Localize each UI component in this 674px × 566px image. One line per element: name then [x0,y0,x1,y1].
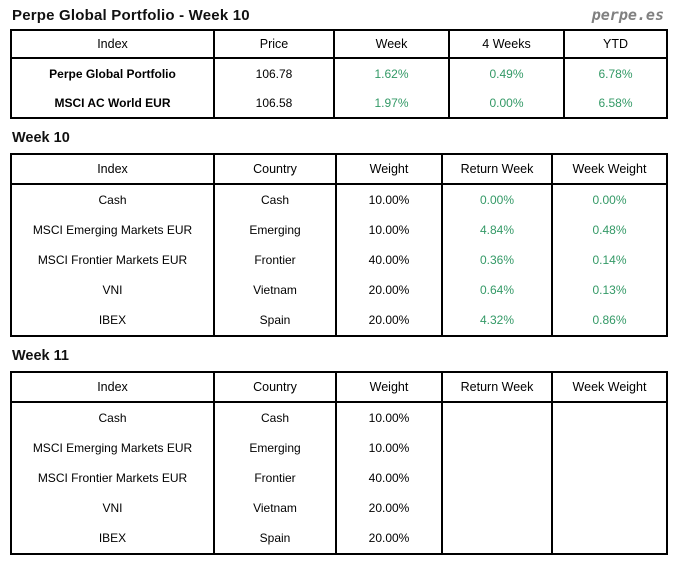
4weeks-return-cell: 0.49% [448,58,565,88]
week-weight-cell [551,402,668,433]
index-cell: Cash [10,184,215,215]
return-week-cell: 4.32% [441,305,553,336]
table-row: VNI Vietnam 20.00% [10,493,668,523]
brand-logo: perpe.es [591,6,664,24]
column-header-return-week: Return Week [441,154,553,185]
table-row: Perpe Global Portfolio 106.78 1.62% 0.49… [10,58,668,88]
country-cell: Frontier [213,245,337,275]
week11-header-row: Index Country Weight Return Week Week We… [10,372,668,403]
table-row: Cash Cash 10.00% 0.00% 0.00% [10,184,668,215]
table-row: MSCI Emerging Markets EUR Emerging 10.00… [10,215,668,245]
week11-allocation-table: Index Country Weight Return Week Week We… [10,371,668,555]
table-row: MSCI Emerging Markets EUR Emerging 10.00… [10,433,668,463]
week-return-cell: 1.62% [333,58,450,88]
index-cell: IBEX [10,523,215,554]
country-cell: Vietnam [213,493,337,523]
column-header-4weeks: 4 Weeks [448,30,565,59]
week-weight-cell [551,463,668,493]
column-header-week-weight: Week Weight [551,372,668,403]
return-week-cell: 0.36% [441,245,553,275]
column-header-index: Index [10,30,215,59]
country-cell: Spain [213,523,337,554]
table-row: IBEX Spain 20.00% [10,523,668,554]
week-return-cell: 1.97% [333,88,450,118]
column-header-weight: Weight [335,372,443,403]
table-row: VNI Vietnam 20.00% 0.64% 0.13% [10,275,668,305]
return-week-cell [441,433,553,463]
table-row: MSCI AC World EUR 106.58 1.97% 0.00% 6.5… [10,88,668,118]
week-weight-cell [551,493,668,523]
column-header-country: Country [213,372,337,403]
column-header-week: Week [333,30,450,59]
summary-header-row: Index Price Week 4 Weeks YTD [10,30,668,59]
index-cell: MSCI Frontier Markets EUR [10,245,215,275]
column-header-index: Index [10,154,215,185]
return-week-cell: 0.00% [441,184,553,215]
column-header-country: Country [213,154,337,185]
return-week-cell [441,402,553,433]
country-cell: Emerging [213,215,337,245]
return-week-cell [441,523,553,554]
week-weight-cell [551,523,668,554]
week-weight-cell: 0.00% [551,184,668,215]
week10-allocation-table: Index Country Weight Return Week Week We… [10,153,668,337]
index-cell: Perpe Global Portfolio [10,58,215,88]
weight-cell: 40.00% [335,463,443,493]
index-cell: MSCI Emerging Markets EUR [10,215,215,245]
column-header-ytd: YTD [563,30,668,59]
column-header-weight: Weight [335,154,443,185]
index-cell: MSCI Frontier Markets EUR [10,463,215,493]
column-header-price: Price [213,30,335,59]
country-cell: Emerging [213,433,337,463]
return-week-cell: 0.64% [441,275,553,305]
weight-cell: 40.00% [335,245,443,275]
table-row: MSCI Frontier Markets EUR Frontier 40.00… [10,245,668,275]
weight-cell: 10.00% [335,184,443,215]
report-header: Perpe Global Portfolio - Week 10 perpe.e… [12,6,664,24]
column-header-return-week: Return Week [441,372,553,403]
ytd-return-cell: 6.58% [563,88,668,118]
return-week-cell [441,463,553,493]
page-title: Perpe Global Portfolio - Week 10 [12,7,250,24]
table-row: MSCI Frontier Markets EUR Frontier 40.00… [10,463,668,493]
4weeks-return-cell: 0.00% [448,88,565,118]
portfolio-summary-table: Index Price Week 4 Weeks YTD Perpe Globa… [10,29,668,119]
week-weight-cell: 0.14% [551,245,668,275]
index-cell: VNI [10,493,215,523]
week-weight-cell [551,433,668,463]
week10-heading: Week 10 [12,130,70,146]
country-cell: Cash [213,184,337,215]
ytd-return-cell: 6.78% [563,58,668,88]
week10-header-row: Index Country Weight Return Week Week We… [10,154,668,185]
weight-cell: 20.00% [335,523,443,554]
country-cell: Vietnam [213,275,337,305]
price-cell: 106.58 [213,88,335,118]
weight-cell: 20.00% [335,275,443,305]
weight-cell: 10.00% [335,215,443,245]
weight-cell: 20.00% [335,305,443,336]
week-weight-cell: 0.13% [551,275,668,305]
weight-cell: 10.00% [335,433,443,463]
column-header-week-weight: Week Weight [551,154,668,185]
table-row: Cash Cash 10.00% [10,402,668,433]
weight-cell: 10.00% [335,402,443,433]
week-weight-cell: 0.86% [551,305,668,336]
weight-cell: 20.00% [335,493,443,523]
country-cell: Frontier [213,463,337,493]
return-week-cell [441,493,553,523]
return-week-cell: 4.84% [441,215,553,245]
index-cell: VNI [10,275,215,305]
week-weight-cell: 0.48% [551,215,668,245]
index-cell: MSCI AC World EUR [10,88,215,118]
table-row: IBEX Spain 20.00% 4.32% 0.86% [10,305,668,336]
column-header-index: Index [10,372,215,403]
country-cell: Spain [213,305,337,336]
price-cell: 106.78 [213,58,335,88]
index-cell: MSCI Emerging Markets EUR [10,433,215,463]
index-cell: Cash [10,402,215,433]
country-cell: Cash [213,402,337,433]
index-cell: IBEX [10,305,215,336]
week11-heading: Week 11 [12,348,69,364]
